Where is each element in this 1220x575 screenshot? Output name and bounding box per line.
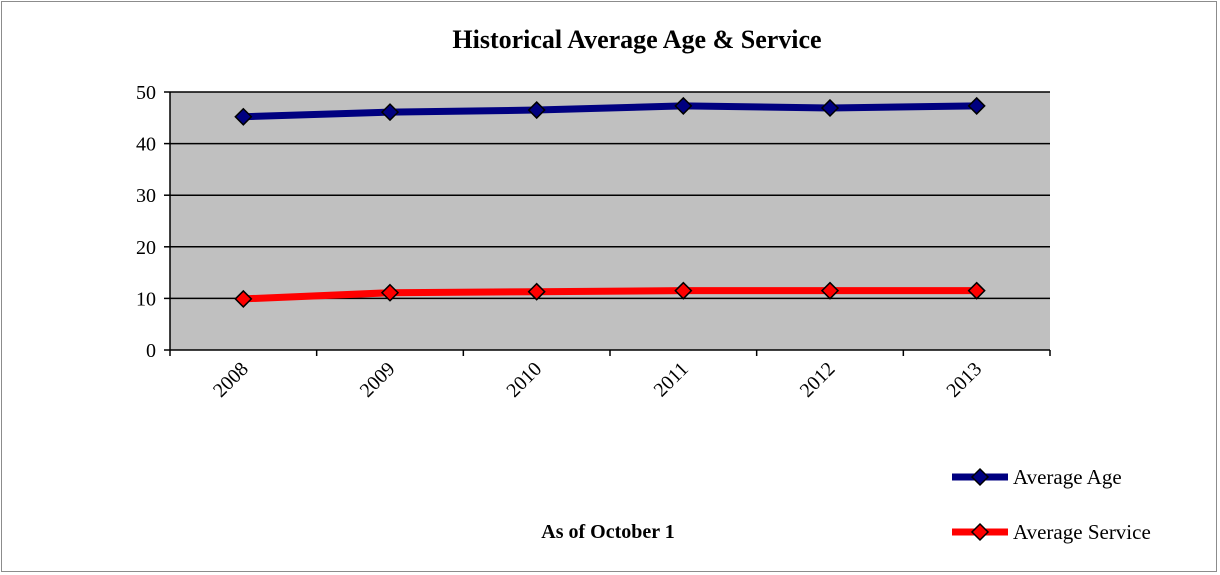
y-tick-label: 50	[136, 82, 156, 104]
x-axis-label: As of October 1	[541, 521, 675, 543]
chart-title: Historical Average Age & Service	[452, 25, 821, 54]
legend-label: Average Age	[1013, 465, 1122, 489]
plot-area	[170, 92, 1050, 350]
x-tick-label: 2008	[209, 358, 253, 402]
data-point-marker	[234, 107, 253, 126]
series-line-0	[239, 102, 981, 121]
x-tick-label: 2012	[796, 358, 840, 402]
data-point-marker	[380, 283, 400, 302]
y-tick-label: 40	[136, 134, 156, 156]
data-point-marker	[674, 281, 693, 300]
x-ticks: 2008 2009 2010 2011 2012 2013	[169, 350, 1051, 402]
data-point-marker	[820, 98, 840, 118]
x-tick-label: 2013	[942, 358, 986, 402]
legend-label: Average Service	[1013, 520, 1151, 544]
data-point-marker	[674, 96, 693, 115]
y-tick-label: 10	[136, 288, 156, 310]
x-tick-label: 2009	[356, 358, 400, 402]
data-point-marker	[967, 281, 986, 300]
series-layer	[234, 96, 986, 308]
y-tick-label: 30	[136, 185, 156, 207]
x-tick-label: 2010	[502, 358, 546, 402]
y-tick-label: 0	[146, 340, 156, 362]
x-tick-label: 2011	[650, 358, 693, 401]
data-point-marker	[527, 100, 546, 120]
data-point-marker	[380, 103, 400, 122]
y-tick-label: 20	[136, 237, 156, 259]
data-point-marker	[820, 281, 840, 300]
legend-swatch-marker	[970, 467, 990, 487]
legend-swatch-marker	[970, 522, 990, 542]
data-point-marker	[234, 289, 253, 308]
data-point-marker	[527, 282, 546, 301]
y-ticks: 0 10 20 30 40 50	[136, 82, 170, 362]
series-line-1	[239, 287, 981, 303]
data-point-marker	[967, 96, 986, 115]
legend: Average Age Average Service	[952, 465, 1151, 544]
